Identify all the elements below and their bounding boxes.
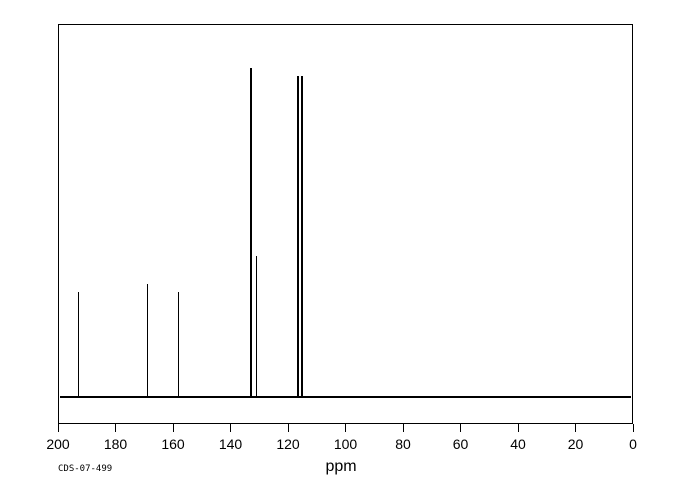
x-tick [288,424,289,432]
x-tick [58,424,59,432]
x-tick-label: 40 [510,436,526,452]
x-tick-label: 180 [104,436,127,452]
spectrum-baseline [60,396,631,398]
x-tick-label: 60 [453,436,469,452]
x-tick [575,424,576,432]
x-tick-label: 140 [219,436,242,452]
spectrum-peak [301,76,303,396]
x-tick-label: 120 [276,436,299,452]
x-tick-label: 100 [334,436,357,452]
spectrum-plot-area [58,24,633,424]
spectrum-peak [250,68,252,396]
spectrum-peak [147,284,148,396]
x-axis-label: ppm [326,458,357,476]
x-tick [345,424,346,432]
x-tick [115,424,116,432]
footer-id-label: CDS-07-499 [58,464,112,474]
x-tick-label: 160 [161,436,184,452]
x-tick [633,424,634,432]
x-tick [230,424,231,432]
x-tick-label: 0 [629,436,637,452]
x-tick-label: 80 [395,436,411,452]
x-tick [518,424,519,432]
spectrum-peak [178,292,179,396]
x-tick [403,424,404,432]
x-tick-label: 200 [46,436,69,452]
x-tick-label: 20 [568,436,584,452]
spectrum-peak [256,256,257,396]
x-tick [173,424,174,432]
x-tick [460,424,461,432]
spectrum-peak [78,292,79,396]
spectrum-peak [297,76,299,396]
